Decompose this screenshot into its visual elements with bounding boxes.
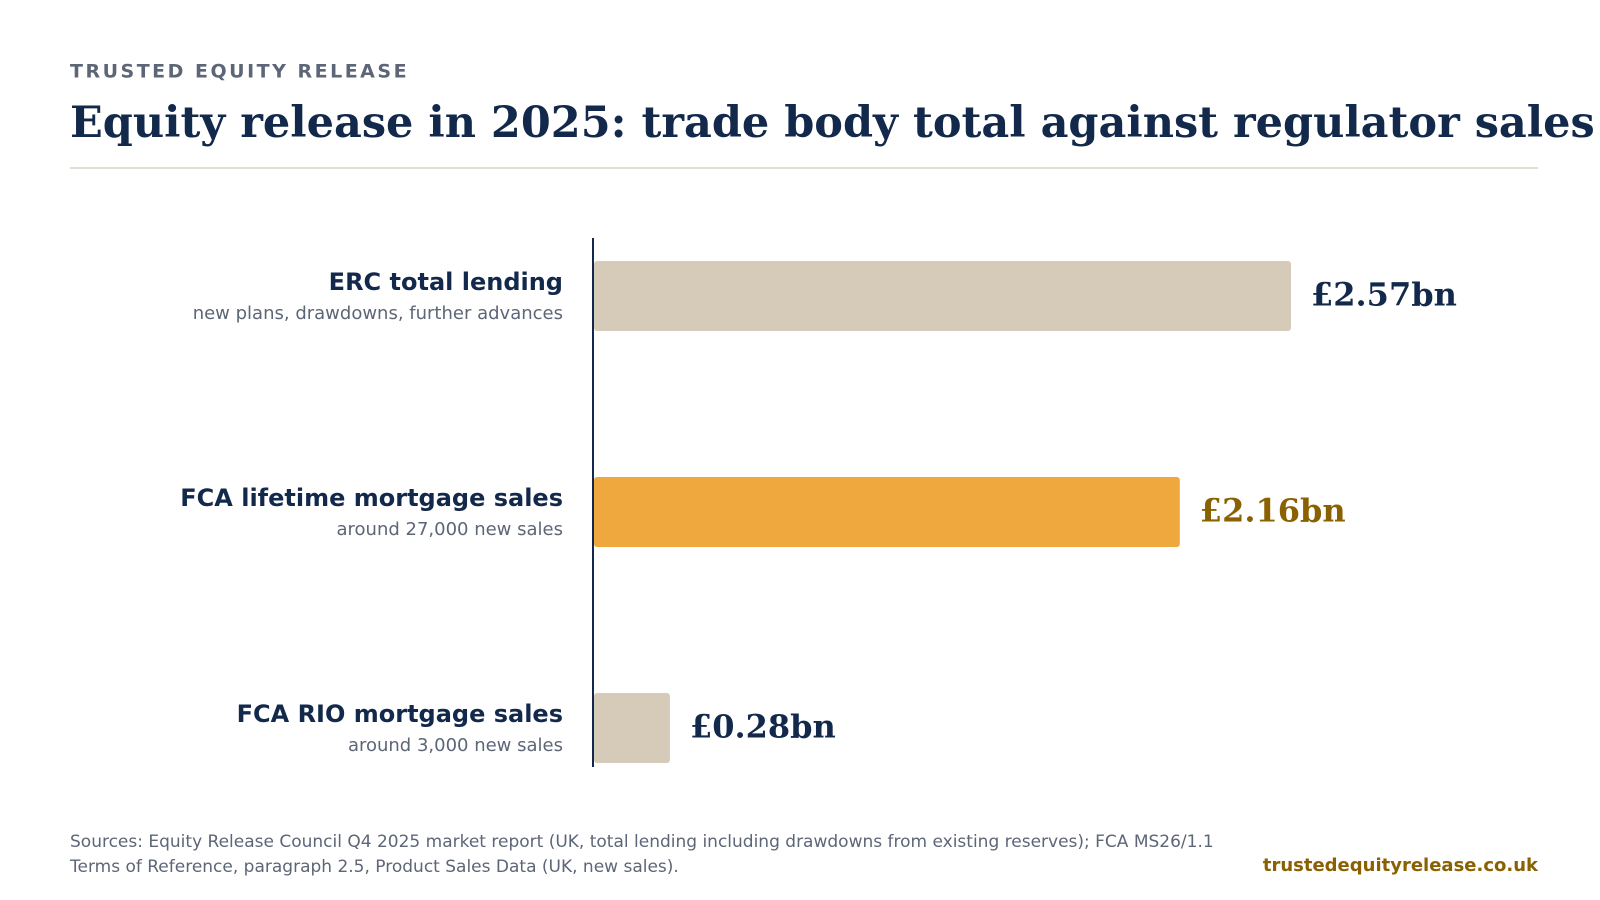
bar <box>594 693 670 763</box>
category-note: around 3,000 new sales <box>348 735 563 756</box>
category-note: new plans, drawdowns, further advances <box>193 303 563 324</box>
category-label: ERC total lending <box>329 268 563 296</box>
value-label: £2.57bn <box>1311 276 1457 314</box>
value-label: £0.28bn <box>690 708 836 746</box>
category-label: FCA lifetime mortgage sales <box>180 484 563 512</box>
source-note: Sources: Equity Release Council Q4 2025 … <box>70 832 1214 877</box>
bar <box>594 261 1291 331</box>
value-label: £2.16bn <box>1200 492 1346 530</box>
brand: TRUSTED EQUITY RELEASE <box>70 61 409 83</box>
chart-title: Equity release in 2025: trade body total… <box>70 98 1600 148</box>
category-note: around 27,000 new sales <box>336 519 563 540</box>
bar <box>594 477 1180 547</box>
website: trustedequityrelease.co.uk <box>1262 855 1538 876</box>
category-label: FCA RIO mortgage sales <box>237 700 563 728</box>
